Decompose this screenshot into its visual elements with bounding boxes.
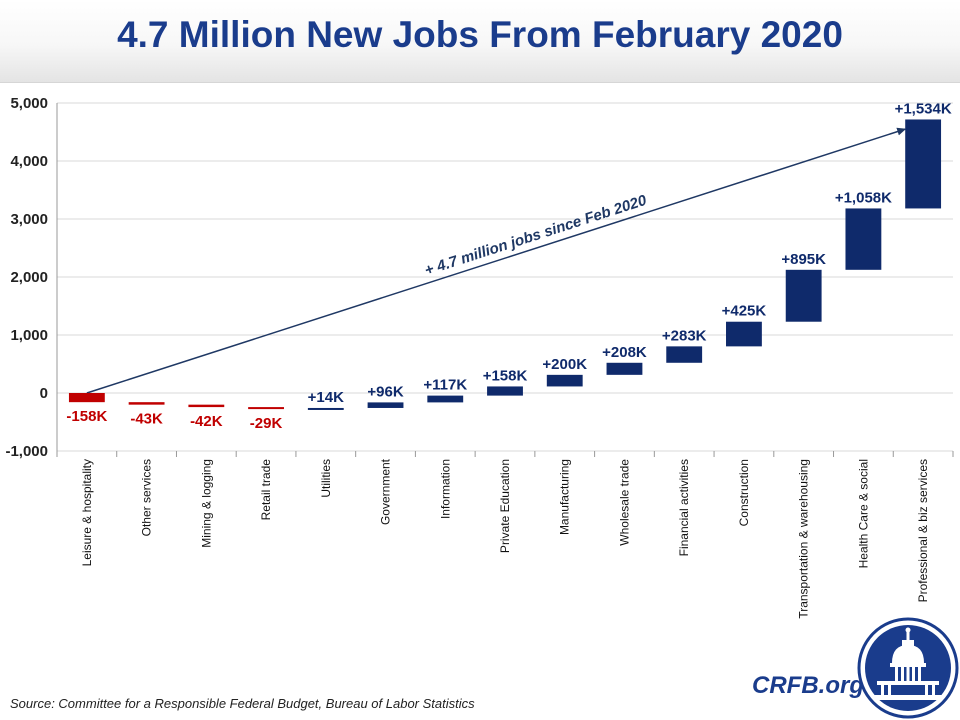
category-label: Financial activities xyxy=(677,459,691,556)
waterfall-bar xyxy=(726,321,762,347)
category-label: Retail trade xyxy=(259,459,273,521)
bar-data-label: +1,534K xyxy=(895,100,952,117)
category-label: Professional & biz services xyxy=(916,459,930,602)
waterfall-bar xyxy=(427,395,464,403)
category-label: Construction xyxy=(737,459,751,526)
category-label: Private Education xyxy=(498,459,512,553)
category-label: Manufacturing xyxy=(558,459,572,535)
waterfall-bar xyxy=(128,402,165,405)
waterfall-bar xyxy=(367,402,404,408)
category-label: Wholesale trade xyxy=(617,459,631,546)
bar-data-label: +895K xyxy=(781,251,826,268)
category-label: Leisure & hospitality xyxy=(80,459,94,566)
waterfall-bar xyxy=(845,208,882,270)
y-tick-label: 5,000 xyxy=(10,95,48,112)
y-tick-label: 1,000 xyxy=(10,327,48,344)
y-tick-label: -1,000 xyxy=(5,443,48,460)
waterfall-chart: -1,000 0 1,000 2,000 3,000 4,000 5,000 + 4.7 mi… xyxy=(5,95,954,619)
bar-data-label: +158K xyxy=(483,367,528,384)
waterfall-bar xyxy=(905,119,942,209)
annotation-arrow xyxy=(86,127,907,394)
waterfall-bar xyxy=(307,407,344,410)
waterfall-bar xyxy=(68,393,105,403)
bar-data-label: +200K xyxy=(542,356,587,373)
bar-data-label: +96K xyxy=(367,383,403,400)
chart-title: 4.7 Million New Jobs From February 2020 xyxy=(117,14,843,55)
y-tick-label: 4,000 xyxy=(10,153,48,170)
y-tick-label: 3,000 xyxy=(10,211,48,228)
waterfall-bar xyxy=(666,346,703,363)
waterfall-bar xyxy=(606,362,643,375)
bar-data-label: -43K xyxy=(130,411,163,428)
waterfall-bar xyxy=(248,407,284,410)
category-label: Health Care & social xyxy=(856,459,870,568)
category-label: Utilities xyxy=(319,459,333,498)
source-note: Source: Committee for a Responsible Fede… xyxy=(10,696,475,711)
title-band: 4.7 Million New Jobs From February 2020 xyxy=(0,0,960,83)
bar-data-label: +283K xyxy=(662,327,707,344)
bar-data-label: -29K xyxy=(250,415,283,432)
bar-data-label: -158K xyxy=(66,408,107,425)
waterfall-bar xyxy=(785,269,822,322)
annotation-text: + 4.7 million jobs since Feb 2020 xyxy=(422,192,649,280)
bar-data-label: +117K xyxy=(423,377,467,394)
waterfall-bar xyxy=(487,386,523,396)
y-tick-label: 2,000 xyxy=(10,269,48,286)
bar-data-label: +1,058K xyxy=(835,189,892,206)
bar-data-label: -42K xyxy=(190,413,223,430)
waterfall-bar xyxy=(188,404,225,408)
bar-data-label: +14K xyxy=(308,389,344,406)
bar-data-label: +425K xyxy=(722,303,767,320)
y-tick-label: 0 xyxy=(40,385,48,402)
category-label: Other services xyxy=(140,459,154,536)
bar-data-label: +208K xyxy=(602,344,647,361)
brand-url[interactable]: CRFB.org xyxy=(752,672,864,699)
waterfall-bar xyxy=(546,374,583,387)
category-label: Information xyxy=(438,459,452,519)
capitol-logo-icon xyxy=(857,617,959,719)
category-label: Mining & logging xyxy=(199,459,213,548)
category-label: Transportation & warehousing xyxy=(797,459,811,619)
category-label: Government xyxy=(379,458,393,525)
